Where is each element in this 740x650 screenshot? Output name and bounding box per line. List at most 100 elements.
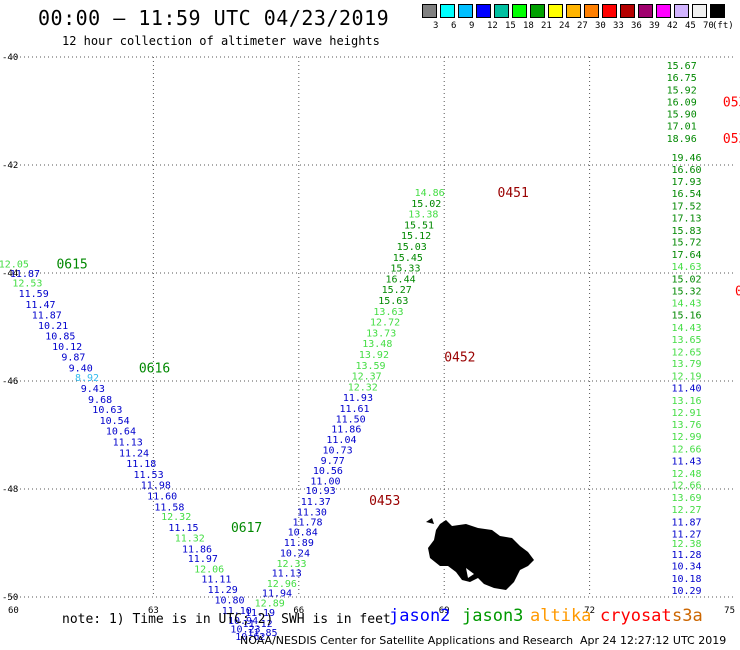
satellite-label-altika: altika bbox=[530, 606, 592, 626]
legend-tick-label: 9 bbox=[469, 21, 475, 31]
island-bay bbox=[466, 568, 474, 578]
wave-height-label: 11.97 bbox=[188, 554, 218, 565]
wave-height-label: 10.34 bbox=[671, 562, 701, 573]
wave-height-label: 10.64 bbox=[106, 427, 136, 438]
legend-swatch bbox=[440, 4, 455, 18]
wave-height-label: 15.92 bbox=[667, 85, 697, 96]
wave-height-label: 11.78 bbox=[292, 517, 322, 528]
wave-height-label: 10.29 bbox=[671, 586, 701, 597]
wave-height-label: 15.02 bbox=[671, 274, 701, 285]
wave-height-label: 10.56 bbox=[313, 466, 343, 477]
wave-height-label: 15.72 bbox=[671, 238, 701, 249]
wave-height-label: 11.89 bbox=[284, 538, 314, 549]
satellite-label-jason3: jason3 bbox=[462, 606, 524, 626]
wave-height-label: 16.09 bbox=[667, 97, 697, 108]
wave-height-label: 10.85 bbox=[45, 332, 75, 343]
pass-time-label: 0615 bbox=[56, 257, 87, 272]
wave-height-label: 10.62 bbox=[235, 632, 265, 643]
legend-tick-label: 33 bbox=[613, 21, 624, 31]
wave-height-label: 12.65 bbox=[671, 347, 701, 358]
wave-height-label: 11.40 bbox=[671, 383, 701, 394]
wave-height-label: 11.24 bbox=[119, 448, 149, 459]
wave-height-label: 10.63 bbox=[92, 405, 122, 416]
wave-height-label: 15.63 bbox=[378, 296, 408, 307]
wave-height-label: 11.58 bbox=[154, 502, 184, 513]
x-tick-label: 60 bbox=[8, 606, 19, 616]
legend-tick-label: 42 bbox=[667, 21, 678, 31]
page-subtitle: 12 hour collection of altimeter wave hei… bbox=[62, 34, 380, 48]
legend-tick-label: 39 bbox=[649, 21, 660, 31]
wave-height-label: 12.19 bbox=[671, 372, 701, 383]
wave-height-label: 18.96 bbox=[667, 134, 697, 145]
wave-height-label: 11.93 bbox=[343, 393, 373, 404]
wave-height-label: 15.16 bbox=[671, 311, 701, 322]
islet bbox=[426, 518, 434, 524]
wave-height-label: 9.77 bbox=[321, 456, 345, 467]
wave-height-label: 12.37 bbox=[352, 372, 382, 383]
wave-height-label: 12.06 bbox=[194, 564, 224, 575]
wave-height-label: 12.32 bbox=[348, 382, 378, 393]
wave-height-label: 11.12 bbox=[243, 619, 273, 630]
wave-height-label: 16.44 bbox=[386, 274, 416, 285]
legend-tick-label: 18 bbox=[523, 21, 534, 31]
page-title: 00:00 – 11:59 UTC 04/23/2019 bbox=[38, 6, 390, 30]
legend-tick-label: 36 bbox=[631, 21, 642, 31]
wave-height-label: 14.86 bbox=[415, 188, 445, 199]
generated-timestamp: Apr 24 12:27:12 UTC 2019 bbox=[580, 634, 727, 647]
wave-height-label: 15.27 bbox=[382, 285, 412, 296]
footnote: note: 1) Time is in UTC; 2) SWH is in fe… bbox=[62, 612, 391, 627]
satellite-label-s3a: s3a bbox=[672, 606, 703, 626]
legend-swatch bbox=[548, 4, 563, 18]
satellite-label-jason2: jason2 bbox=[389, 606, 451, 626]
wave-height-label: 11.94 bbox=[262, 589, 292, 600]
wave-height-label: 8.92 bbox=[75, 373, 99, 384]
legend-swatch bbox=[674, 4, 689, 18]
y-tick-label: -46 bbox=[2, 377, 18, 387]
wave-height-label: 16.75 bbox=[667, 73, 697, 84]
wave-height-label: 11.13 bbox=[113, 437, 143, 448]
legend-swatch bbox=[458, 4, 473, 18]
wave-height-label: 14.43 bbox=[671, 323, 701, 334]
x-tick-label: 72 bbox=[584, 606, 595, 616]
wave-height-label: 13.48 bbox=[362, 339, 392, 350]
wave-height-label: 13.76 bbox=[671, 420, 701, 431]
x-tick-label: 66 bbox=[293, 606, 304, 616]
legend-swatch bbox=[584, 4, 599, 18]
legend-swatch bbox=[566, 4, 581, 18]
wave-height-label: 13.65 bbox=[671, 335, 701, 346]
legend-swatch bbox=[710, 4, 725, 18]
wave-height-label: 15.02 bbox=[411, 199, 441, 210]
wave-height-label: 11.50 bbox=[336, 414, 366, 425]
wave-height-label: 17.64 bbox=[671, 250, 701, 261]
wave-height-label: 17.52 bbox=[671, 202, 701, 213]
x-tick-label: 75 bbox=[724, 606, 735, 616]
wave-height-label: 10.18 bbox=[671, 574, 701, 585]
x-tick-label: 63 bbox=[148, 606, 159, 616]
wave-height-label: 13.69 bbox=[671, 493, 701, 504]
wave-height-label: 15.83 bbox=[671, 226, 701, 237]
wave-height-label: 13.92 bbox=[359, 350, 389, 361]
wave-height-label: 9.68 bbox=[88, 395, 112, 406]
legend-swatch bbox=[494, 4, 509, 18]
legend-tick-label: 3 bbox=[433, 21, 439, 31]
wave-height-label: 11.87 bbox=[32, 311, 62, 322]
y-tick-label: -42 bbox=[2, 161, 18, 171]
wave-height-label: 13.63 bbox=[373, 307, 403, 318]
legend-tick-label: 30 bbox=[595, 21, 606, 31]
wave-height-label: 11.19 bbox=[245, 608, 275, 619]
wave-height-label: 13.59 bbox=[355, 361, 385, 372]
credit-line: NOAA/NESDIS Center for Satellite Applica… bbox=[240, 634, 574, 647]
wave-height-label: 10.12 bbox=[52, 342, 82, 353]
legend-tick-label: 24 bbox=[559, 21, 570, 31]
legend-tick-label: 6 bbox=[451, 21, 457, 31]
legend-swatch bbox=[620, 4, 635, 18]
y-tick-label: -44 bbox=[2, 269, 18, 279]
x-tick-label: 69 bbox=[439, 606, 450, 616]
pass-time-label: 0453 bbox=[369, 494, 400, 509]
legend-swatch bbox=[422, 4, 437, 18]
wave-height-label: 11.29 bbox=[208, 585, 238, 596]
wave-height-label: 16.54 bbox=[671, 189, 701, 200]
wave-height-label: 12.66 bbox=[671, 445, 701, 456]
y-tick-label: -50 bbox=[2, 593, 18, 603]
